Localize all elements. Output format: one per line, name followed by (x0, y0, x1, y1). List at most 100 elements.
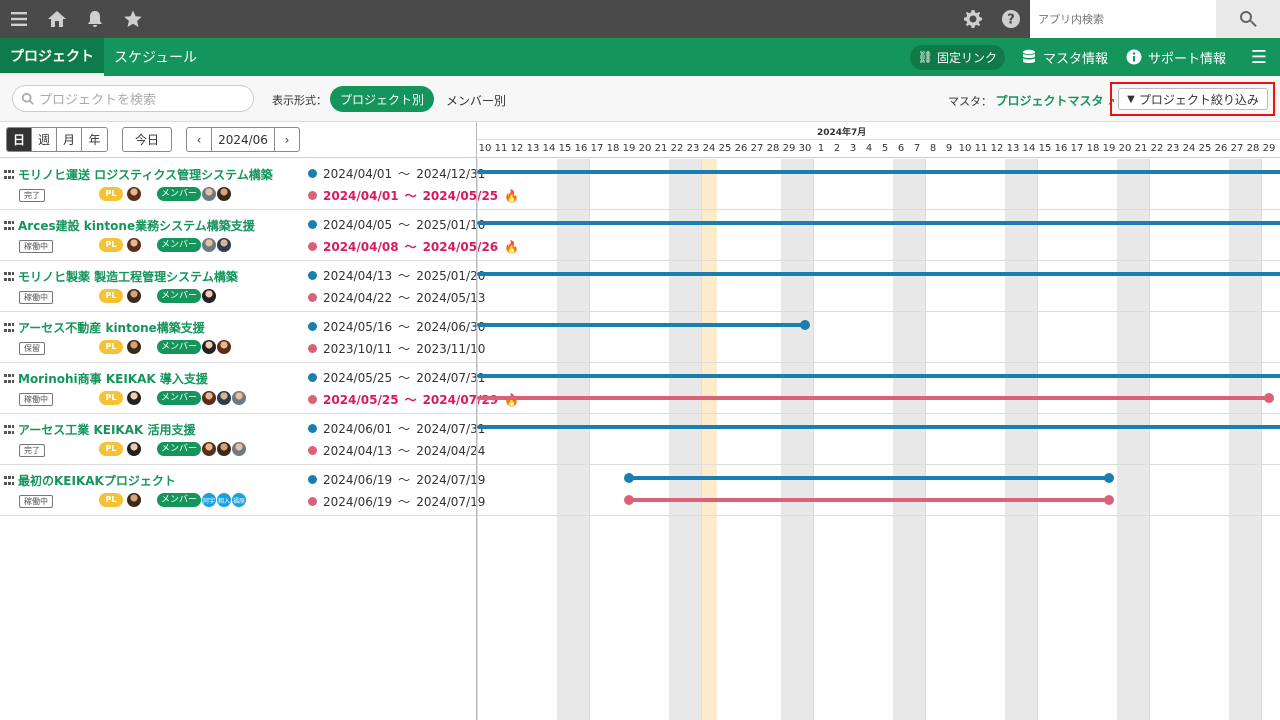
bar-end-cap (1104, 473, 1114, 483)
avatar[interactable] (231, 390, 247, 406)
project-name-link[interactable]: アーセス工業 KEIKAK 活用支援 (4, 421, 195, 438)
plan-bar[interactable] (477, 425, 1280, 429)
plan-bar[interactable] (477, 323, 805, 327)
gear-icon[interactable] (954, 0, 992, 38)
project-name-link[interactable]: アーセス不動産 kintone構築支援 (4, 319, 205, 336)
actual-dot (308, 293, 317, 302)
avatar[interactable] (201, 186, 217, 202)
member-tag: メンバー (157, 442, 201, 456)
avatar[interactable] (231, 441, 247, 457)
filter-bar: プロジェクトを検索 表示形式： プロジェクト別 メンバー別 マスタ： プロジェク… (0, 76, 1280, 122)
avatar[interactable] (126, 237, 142, 253)
by-member-toggle[interactable]: メンバー別 (446, 94, 507, 108)
search-button[interactable] (1216, 0, 1280, 38)
day-column (589, 159, 605, 720)
day-label: 15 (558, 143, 572, 154)
day-label: 22 (670, 143, 684, 154)
plan-bar[interactable] (629, 476, 1109, 480)
day-label: 26 (1214, 143, 1228, 154)
help-icon[interactable]: ? (992, 0, 1030, 38)
master-label: マスタ： (948, 95, 992, 108)
project-search-input[interactable]: プロジェクトを検索 (12, 85, 254, 112)
project-search-placeholder: プロジェクトを検索 (39, 93, 157, 108)
prev-month-button[interactable]: ‹ (196, 132, 202, 147)
day-column (797, 159, 813, 720)
project-name-link[interactable]: Morinohi商事 KEIKAK 導入支援 (4, 370, 208, 387)
grid-icon (4, 425, 14, 434)
app-search-input[interactable] (1030, 0, 1216, 38)
app-search (1030, 0, 1280, 38)
plan-bar[interactable] (477, 374, 1280, 378)
day-label: 26 (734, 143, 748, 154)
avatar[interactable] (126, 390, 142, 406)
today-button[interactable]: 今日 (122, 127, 172, 152)
tab-schedule[interactable]: スケジュール (114, 50, 198, 66)
master-info-menu[interactable]: マスタ情報 (1021, 48, 1108, 67)
day-label: 16 (1054, 143, 1068, 154)
fixed-link-label: 固定リンク (936, 50, 997, 65)
master-indicator: マスタ： プロジェクトマスタ ↗ (948, 92, 1115, 109)
project-name-link[interactable]: Arces建設 kintone業務システム構築支援 (4, 217, 255, 234)
home-icon[interactable] (38, 0, 76, 38)
bar-end-cap (800, 320, 810, 330)
avatar[interactable] (216, 390, 232, 406)
avatar[interactable] (126, 492, 142, 508)
actual-bar[interactable] (629, 498, 1109, 502)
avatar[interactable] (216, 186, 232, 202)
avatar[interactable] (126, 186, 142, 202)
project-name-link[interactable]: モリノヒ運送 ロジスティクス管理システム構築 (4, 166, 273, 183)
avatar-initials[interactable]: 相入 (216, 492, 232, 508)
project-name-link[interactable]: モリノヒ製薬 製造工程管理システム構築 (4, 268, 238, 285)
avatar[interactable] (216, 339, 232, 355)
more-menu-icon[interactable]: ☰ (1250, 46, 1268, 68)
project-row: モリノヒ運送 ロジスティクス管理システム構築 完了 PL メンバー 2024/0… (0, 159, 519, 210)
status-badge: 完了 (19, 444, 45, 457)
grid-icon (4, 272, 14, 281)
avatar[interactable] (126, 441, 142, 457)
plan-bar[interactable] (477, 221, 1280, 225)
view-week-button[interactable]: 週 (32, 128, 57, 151)
avatar[interactable] (201, 237, 217, 253)
day-label: 3 (849, 143, 857, 154)
avatar[interactable] (216, 237, 232, 253)
avatar[interactable] (201, 339, 217, 355)
plan-bar[interactable] (477, 170, 1280, 174)
support-info-menu[interactable]: サポート情報 (1126, 48, 1226, 67)
day-column (477, 159, 493, 720)
day-label: 11 (974, 143, 988, 154)
avatar[interactable] (201, 288, 217, 304)
day-label: 29 (1262, 143, 1276, 154)
star-icon[interactable] (114, 0, 152, 38)
day-column (909, 159, 925, 720)
fixed-link-button[interactable]: ⛓ 固定リンク (909, 44, 1005, 70)
project-filter-button[interactable]: ▼ プロジェクト絞り込み (1118, 88, 1268, 110)
pl-tag: PL (99, 289, 123, 303)
avatar-initials[interactable]: 阿宇 (201, 492, 217, 508)
grid-icon (4, 170, 14, 179)
view-month-button[interactable]: 月 (57, 128, 82, 151)
avatar[interactable] (216, 441, 232, 457)
day-label: 12 (990, 143, 1004, 154)
avatar[interactable] (126, 339, 142, 355)
avatar[interactable] (201, 441, 217, 457)
avatar-initials[interactable]: 福原 (231, 492, 247, 508)
pl-tag: PL (99, 187, 123, 201)
actual-bar[interactable] (477, 396, 1269, 400)
master-link[interactable]: プロジェクトマスタ (995, 94, 1104, 108)
hamburger-menu-icon[interactable] (0, 0, 38, 38)
view-year-button[interactable]: 年 (82, 128, 107, 151)
next-month-button[interactable]: › (284, 132, 290, 147)
avatar[interactable] (126, 288, 142, 304)
top-bar: ? (0, 0, 1280, 38)
avatar[interactable] (201, 390, 217, 406)
actual-dates: 2024/04/22 〜 2024/05/13 (308, 289, 485, 306)
day-label: 15 (1038, 143, 1052, 154)
project-name-link[interactable]: 最初のKEIKAKプロジェクト (4, 472, 176, 489)
day-column (1133, 159, 1149, 720)
date-navigator: ‹ 2024/06 › (186, 127, 300, 152)
bell-icon[interactable] (76, 0, 114, 38)
by-project-toggle[interactable]: プロジェクト別 (330, 86, 435, 112)
plan-bar[interactable] (477, 272, 1280, 276)
tab-project[interactable]: プロジェクト (0, 38, 104, 76)
view-day-button[interactable]: 日 (7, 128, 32, 151)
